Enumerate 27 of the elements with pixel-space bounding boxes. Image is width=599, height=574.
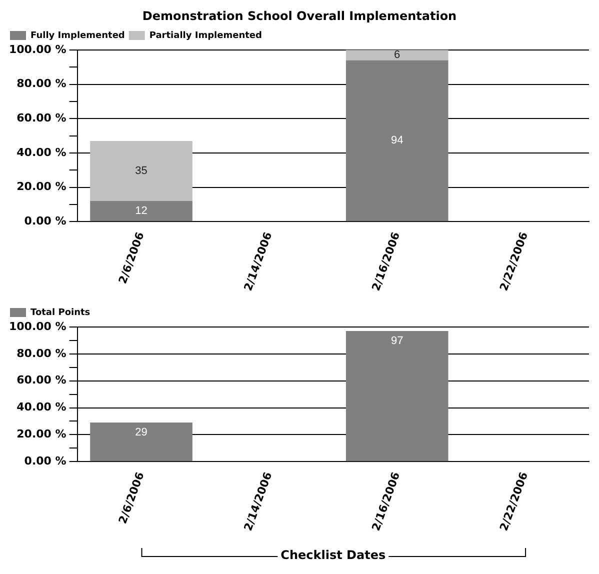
y-tick-label: 0.00 % (24, 214, 66, 228)
y-tick-label: 100.00 % (8, 320, 66, 333)
data-label: 29 (135, 426, 148, 439)
y-tick-label: 80.00 % (16, 77, 66, 90)
chart-title: Demonstration School Overall Implementation (141, 8, 458, 23)
y-tick-label: 60.00 % (16, 111, 66, 124)
data-label: 12 (135, 205, 148, 218)
x-axis-title: Checklist Dates (280, 548, 386, 562)
y-tick-label: 0.00 % (24, 454, 66, 468)
legend-label: Partially Implemented (149, 30, 262, 41)
legend-label: Total Points (30, 308, 90, 318)
bar (90, 201, 192, 222)
data-label: 94 (390, 134, 404, 147)
bar (346, 60, 448, 222)
legend-label: Fully Implemented (30, 30, 125, 41)
data-label: 6 (394, 49, 400, 62)
y-tick-label: 40.00 % (16, 400, 66, 414)
y-tick-label: 40.00 % (16, 146, 66, 159)
y-tick-label: 20.00 % (16, 180, 66, 194)
data-label: 35 (135, 165, 148, 177)
y-tick-label: 80.00 % (16, 346, 66, 360)
bar (346, 50, 448, 60)
y-tick-label: 100.00 % (8, 42, 66, 56)
y-tick-label: 60.00 % (16, 374, 66, 387)
data-label: 97 (390, 335, 404, 348)
bar (90, 140, 192, 201)
y-tick-label: 20.00 % (16, 428, 66, 441)
